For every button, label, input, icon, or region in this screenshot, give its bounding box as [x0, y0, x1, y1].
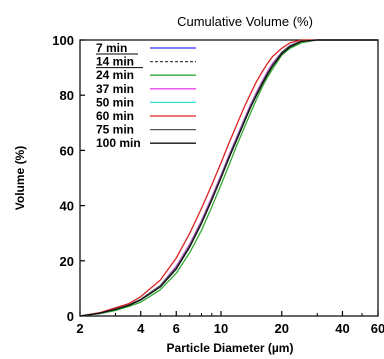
legend-label: 37 min [96, 82, 134, 96]
legend-label: 60 min [96, 109, 134, 123]
x-tick-label: 40 [335, 321, 349, 336]
x-tick-label: 10 [214, 321, 228, 336]
y-axis-ticks: 0 20 40 60 80 100 [52, 33, 85, 324]
x-tick-label: 4 [137, 321, 145, 336]
y-tick-label: 20 [60, 254, 74, 269]
legend-label: 75 min [96, 123, 134, 137]
y-tick-label: 0 [67, 309, 74, 324]
y-tick-label: 100 [52, 33, 74, 48]
plot-frame [79, 39, 379, 317]
chart-title: Cumulative Volume (%) [177, 14, 313, 29]
x-tick-label: 20 [275, 321, 289, 336]
x-tick-label: 2 [76, 321, 83, 336]
x-tick-label: 60 [371, 321, 384, 336]
legend-label: 14 min [96, 55, 134, 69]
y-tick-label: 40 [60, 199, 74, 214]
series-line-60-min [79, 39, 378, 317]
legend-label: 7 min [96, 41, 127, 55]
y-tick-label: 80 [60, 88, 74, 103]
series-lines [79, 39, 378, 317]
x-tick-label: 6 [173, 321, 180, 336]
y-axis-title: Volume (%) [13, 146, 27, 210]
y-tick-label: 60 [60, 143, 74, 158]
legend-label: 100 min [96, 136, 141, 150]
x-axis-title: Particle Diameter (µm) [167, 341, 294, 355]
x-axis-ticks: 2 4 6 10 20 40 60 [76, 311, 384, 336]
series-line-24-min [79, 39, 378, 317]
legend-label: 50 min [96, 95, 134, 109]
legend-label: 24 min [96, 68, 134, 82]
series-line-100-min [79, 39, 378, 317]
plot-border [79, 39, 379, 317]
